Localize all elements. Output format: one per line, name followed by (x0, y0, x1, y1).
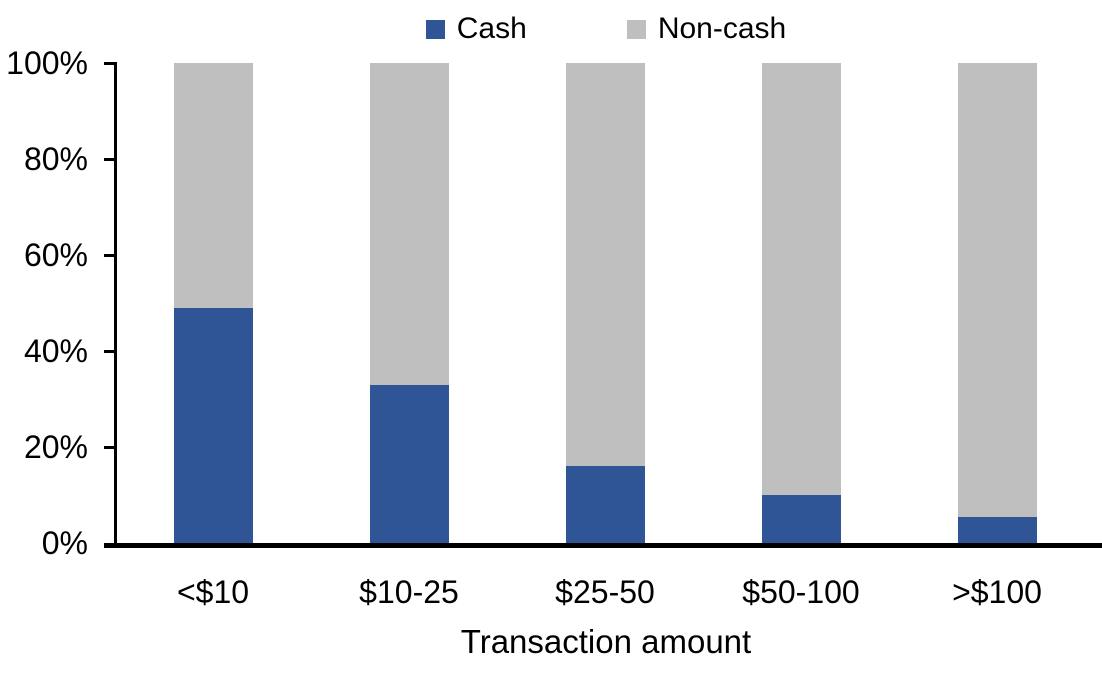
y-tick (104, 446, 117, 449)
x-axis-title: Transaction amount (460, 623, 752, 660)
y-tick-label: 80% (23, 141, 88, 177)
cash-legend-swatch-icon (425, 19, 445, 39)
legend: Cash Non-cash (117, 12, 1095, 46)
bar-non-cash-4 (958, 63, 1037, 517)
y-tick (104, 158, 117, 161)
y-tick-label: 40% (23, 333, 88, 369)
bar-non-cash-2 (566, 63, 645, 467)
x-tick-label: $25-50 (555, 574, 655, 610)
y-tick-label: 20% (23, 429, 88, 465)
non-cash-legend-swatch-icon (626, 19, 646, 39)
x-tick-label: >$100 (952, 574, 1042, 610)
y-tick-label: 0% (41, 525, 88, 561)
legend-item-cash: Cash (425, 12, 527, 46)
legend-label-cash: Cash (456, 12, 527, 45)
x-axis-line (104, 543, 1102, 548)
y-tick (104, 254, 117, 257)
y-tick (104, 350, 117, 353)
bar-cash-2 (566, 466, 645, 543)
x-tick-label: $10-25 (359, 574, 459, 610)
bar-non-cash-0 (174, 63, 253, 308)
y-tick-label: 100% (6, 45, 88, 81)
y-axis-line (114, 63, 117, 543)
bar-cash-4 (958, 516, 1037, 543)
bar-cash-0 (174, 307, 253, 543)
legend-item-non-cash: Non-cash (626, 12, 787, 46)
bar-non-cash-3 (762, 63, 841, 495)
x-tick-label: $50-100 (742, 574, 860, 610)
x-tick-label: <$10 (176, 574, 250, 610)
y-tick-label: 60% (23, 237, 88, 273)
bar-non-cash-1 (370, 63, 449, 385)
bar-cash-3 (762, 495, 841, 543)
y-tick (104, 62, 117, 65)
legend-label-non-cash: Non-cash (657, 12, 787, 45)
bar-cash-1 (370, 384, 449, 543)
